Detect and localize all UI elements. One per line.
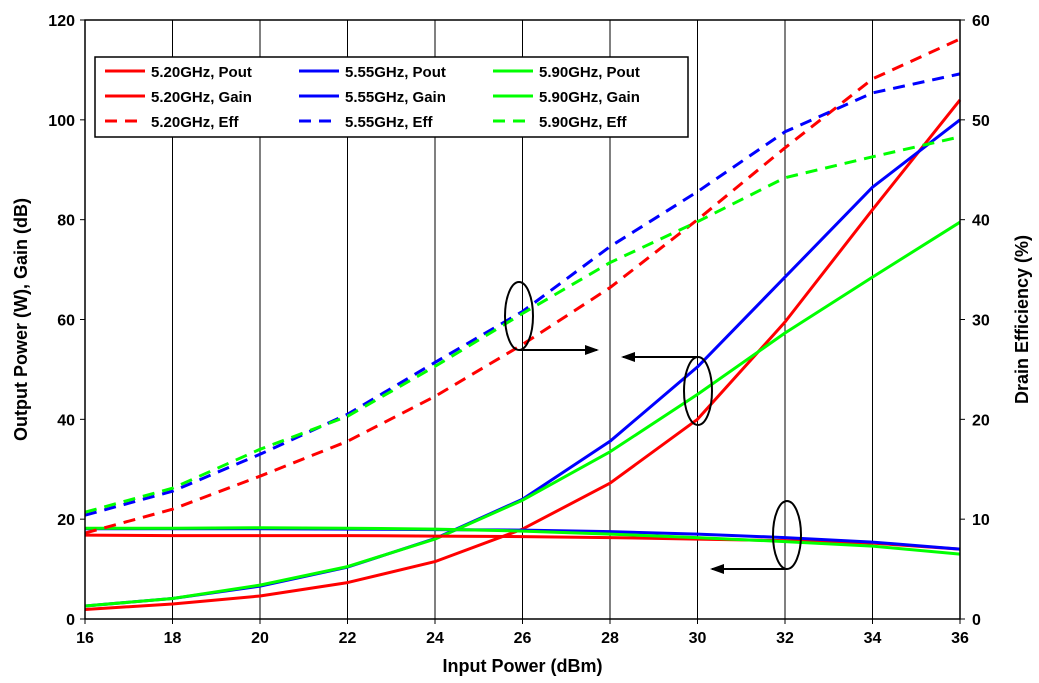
legend-label-2: 5.90GHz, Pout xyxy=(539,64,640,81)
series-line-7 xyxy=(84,72,961,517)
series-layer xyxy=(84,37,962,611)
axis-indicator-ellipse xyxy=(772,500,802,570)
y2-tick-label: 50 xyxy=(972,113,990,130)
legend-label-1: 5.55GHz, Pout xyxy=(345,64,446,81)
x-tick-label: 22 xyxy=(339,630,357,647)
legend-label-6: 5.20GHz, Eff xyxy=(151,114,240,131)
x-tick-label: 26 xyxy=(514,630,532,647)
series-line-3 xyxy=(84,533,961,551)
y-tick-label: 0 xyxy=(66,612,75,629)
legend-label-5: 5.90GHz, Gain xyxy=(539,89,640,106)
x-axis-title: Input Power (dBm) xyxy=(443,656,603,676)
legend: 5.20GHz, Pout 5.55GHz, Pout 5.90GHz, Pout 5… xyxy=(94,56,689,138)
y2-tick-label: 0 xyxy=(972,612,981,629)
legend-label-8: 5.90GHz, Eff xyxy=(539,114,628,131)
legend-label-0: 5.20GHz, Pout xyxy=(151,64,252,81)
y2-axis-title: Drain Efficiency (%) xyxy=(1012,235,1032,404)
y-tick-label: 40 xyxy=(57,412,75,429)
series-line-6 xyxy=(84,37,961,535)
y2-tick-label: 60 xyxy=(972,13,990,30)
x-tick-label: 20 xyxy=(251,630,269,647)
axis-indicator-ellipse xyxy=(504,281,534,351)
y-tick-label: 100 xyxy=(48,113,75,130)
legend-label-3: 5.20GHz, Gain xyxy=(151,89,252,106)
y-tick-label: 60 xyxy=(57,313,75,330)
y2-tick-label: 40 xyxy=(972,213,990,230)
legend-label-7: 5.55GHz, Eff xyxy=(345,114,434,131)
x-tick-label: 18 xyxy=(164,630,182,647)
x-tick-label: 16 xyxy=(76,630,94,647)
y2-tick-label: 20 xyxy=(972,412,990,429)
x-tick-label: 30 xyxy=(689,630,707,647)
tick-layer: 16 18 20 22 24 26 28 30 32 34 36020406080100120010… xyxy=(48,13,990,647)
legend-box xyxy=(94,56,689,138)
annotation-layer xyxy=(504,281,802,574)
y-tick-label: 20 xyxy=(57,512,75,529)
x-tick-label: 24 xyxy=(426,630,444,647)
y-tick-label: 120 xyxy=(48,13,75,30)
y-axis-title: Output Power (W), Gain (dB) xyxy=(11,198,31,441)
x-tick-label: 32 xyxy=(776,630,794,647)
legend-label-4: 5.55GHz, Gain xyxy=(345,89,446,106)
series-line-2 xyxy=(84,220,961,608)
x-tick-label: 36 xyxy=(951,630,969,647)
series-line-5 xyxy=(85,526,961,556)
y2-tick-label: 10 xyxy=(972,512,990,529)
series-line-8 xyxy=(84,135,961,514)
y2-tick-label: 30 xyxy=(972,313,990,330)
x-tick-label: 28 xyxy=(601,630,619,647)
x-tick-label: 34 xyxy=(864,630,882,647)
y-tick-label: 80 xyxy=(57,213,75,230)
